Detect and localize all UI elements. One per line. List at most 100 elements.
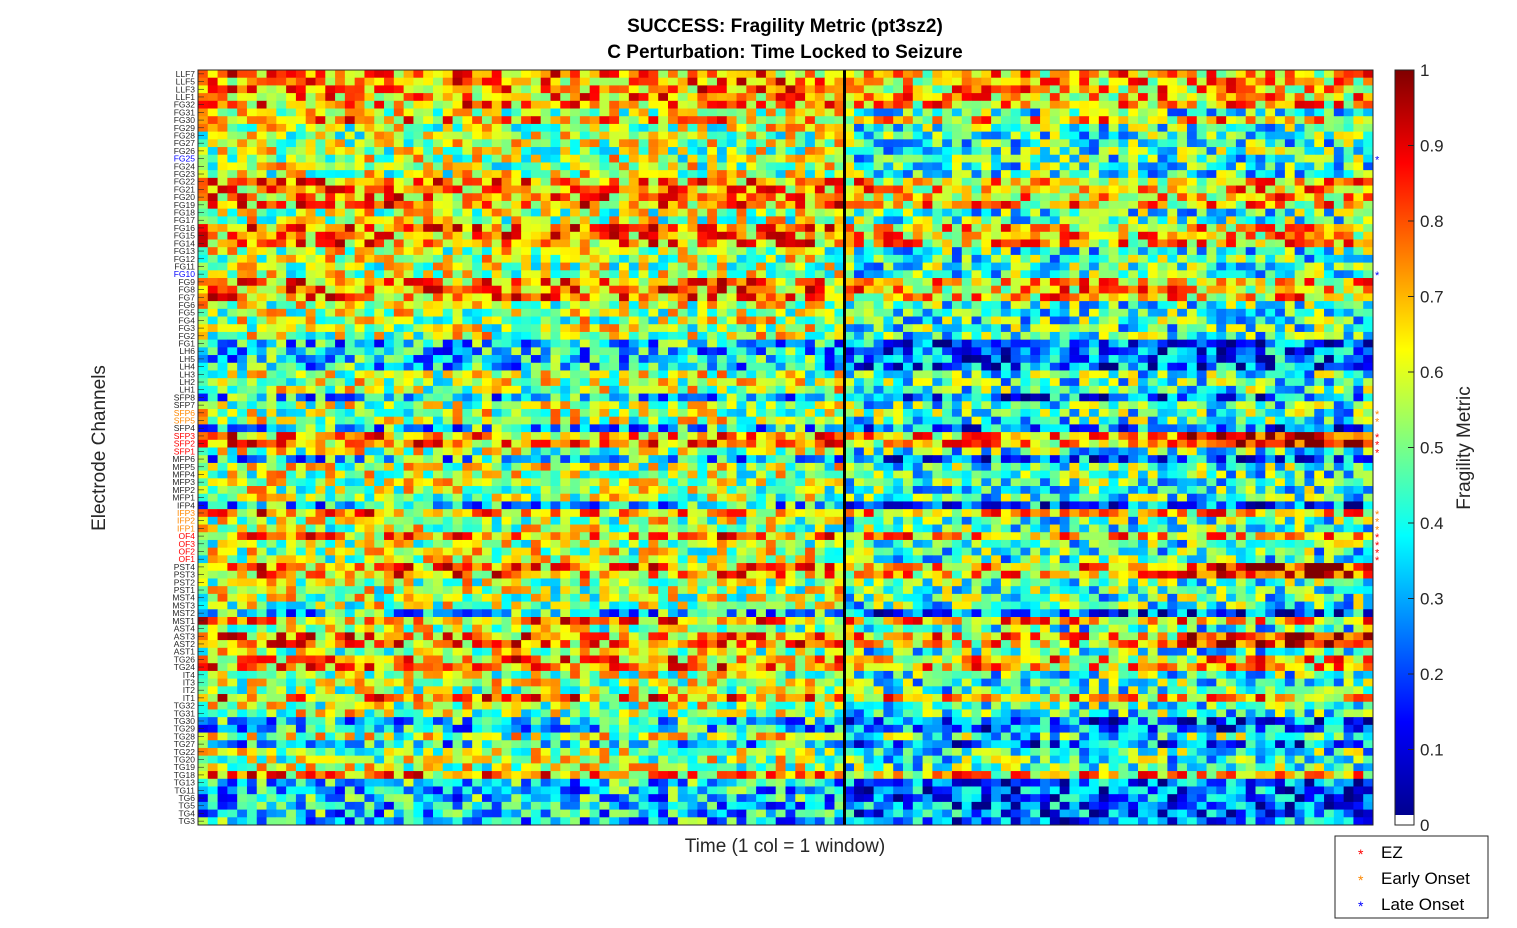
heatmap-cell [658, 270, 669, 279]
heatmap-cell [599, 185, 610, 194]
heatmap-cell [756, 100, 767, 109]
heatmap-cell [286, 147, 297, 156]
heatmap-cell [540, 116, 551, 125]
heatmap-cell [501, 370, 512, 379]
heatmap-cell [746, 108, 757, 117]
heatmap-cell [1030, 216, 1041, 225]
heatmap-cell [540, 139, 551, 148]
heatmap-cell [1020, 131, 1031, 140]
heatmap-cell [648, 270, 659, 279]
heatmap-cell [1040, 193, 1051, 202]
heatmap-cell [1049, 278, 1061, 287]
heatmap-cell [227, 116, 238, 125]
heatmap-cell [442, 224, 453, 233]
heatmap-cell [491, 93, 502, 102]
heatmap-cell [217, 362, 228, 371]
heatmap-cell [481, 231, 493, 240]
heatmap-cell [1030, 93, 1041, 102]
heatmap-cell [550, 116, 561, 125]
heatmap-cell [1089, 147, 1100, 156]
heatmap-cell [305, 147, 316, 156]
heatmap-cell [912, 339, 923, 348]
heatmap-cell [981, 308, 992, 317]
heatmap-cell [403, 331, 414, 341]
heatmap-cell [1000, 331, 1012, 341]
heatmap-cell [619, 131, 630, 140]
heatmap-cell [1324, 147, 1335, 156]
heatmap-cell [433, 77, 444, 86]
heatmap-cell [1363, 378, 1374, 387]
heatmap-cell [1069, 308, 1080, 317]
heatmap-cell [795, 385, 806, 394]
heatmap-cell [1177, 247, 1188, 256]
heatmap-cell [295, 270, 307, 279]
heatmap-cell [1128, 378, 1139, 387]
heatmap-cell [844, 270, 855, 279]
heatmap-cell [1000, 193, 1012, 202]
heatmap-cell [1157, 200, 1168, 210]
heatmap-cell [589, 239, 600, 248]
heatmap-cell [1324, 301, 1335, 310]
heatmap-cell [442, 123, 453, 133]
heatmap-cell [423, 154, 434, 163]
heatmap-cell [579, 316, 591, 325]
heatmap-cell [325, 147, 336, 156]
heatmap-cell [413, 93, 424, 102]
heatmap-cell [726, 231, 737, 240]
heatmap-cell [1245, 170, 1256, 179]
heatmap-cell [256, 231, 267, 240]
heatmap-cell [295, 193, 307, 202]
heatmap-cell [883, 193, 894, 202]
heatmap-cell [423, 378, 434, 387]
heatmap-cell [893, 370, 904, 379]
heatmap-cell [246, 370, 258, 379]
heatmap-cell [883, 139, 894, 148]
heatmap-cell [1128, 147, 1139, 156]
heatmap-cell [1324, 185, 1335, 194]
heatmap-cell [854, 123, 865, 133]
heatmap-cell [1245, 331, 1256, 341]
heatmap-cell [256, 247, 267, 256]
heatmap-cell [335, 224, 346, 233]
heatmap-cell [481, 123, 493, 133]
heatmap-cell [364, 170, 375, 179]
heatmap-cell [530, 139, 542, 148]
heatmap-cell [942, 293, 953, 302]
heatmap-cell [1059, 77, 1070, 86]
heatmap-cell [668, 293, 679, 302]
heatmap-cell [1206, 208, 1217, 217]
heatmap-cell [599, 316, 610, 325]
heatmap-cell [677, 185, 688, 194]
heatmap-cell [1128, 370, 1139, 379]
heatmap-cell [423, 347, 434, 356]
heatmap-cell [903, 208, 914, 217]
heatmap-cell [854, 262, 865, 271]
heatmap-cell [472, 370, 483, 379]
heatmap-cell [1098, 131, 1110, 140]
heatmap-cell [932, 185, 943, 194]
heatmap-cell [579, 278, 591, 287]
heatmap-cell [1294, 116, 1305, 125]
heatmap-cell [981, 355, 992, 364]
heatmap-cell [1128, 285, 1139, 294]
heatmap-cell [433, 85, 444, 94]
heatmap-cell [1010, 224, 1021, 233]
heatmap-cell [834, 262, 845, 271]
heatmap-cell [951, 285, 963, 294]
heatmap-cell [805, 247, 816, 256]
heatmap-cell [276, 131, 287, 140]
heatmap-cell [217, 254, 228, 263]
heatmap-cell [550, 247, 561, 256]
heatmap-cell [1304, 301, 1315, 310]
heatmap-cell [628, 324, 640, 333]
heatmap-cell [932, 93, 943, 102]
heatmap-cell [1157, 108, 1168, 117]
heatmap-cell [1304, 154, 1315, 163]
heatmap-cell [462, 308, 473, 317]
heatmap-cell [521, 316, 532, 325]
heatmap-cell [217, 316, 228, 325]
heatmap-cell [295, 301, 307, 310]
heatmap-cell [227, 324, 238, 333]
heatmap-cell [1324, 70, 1335, 79]
heatmap-cell [854, 177, 865, 186]
